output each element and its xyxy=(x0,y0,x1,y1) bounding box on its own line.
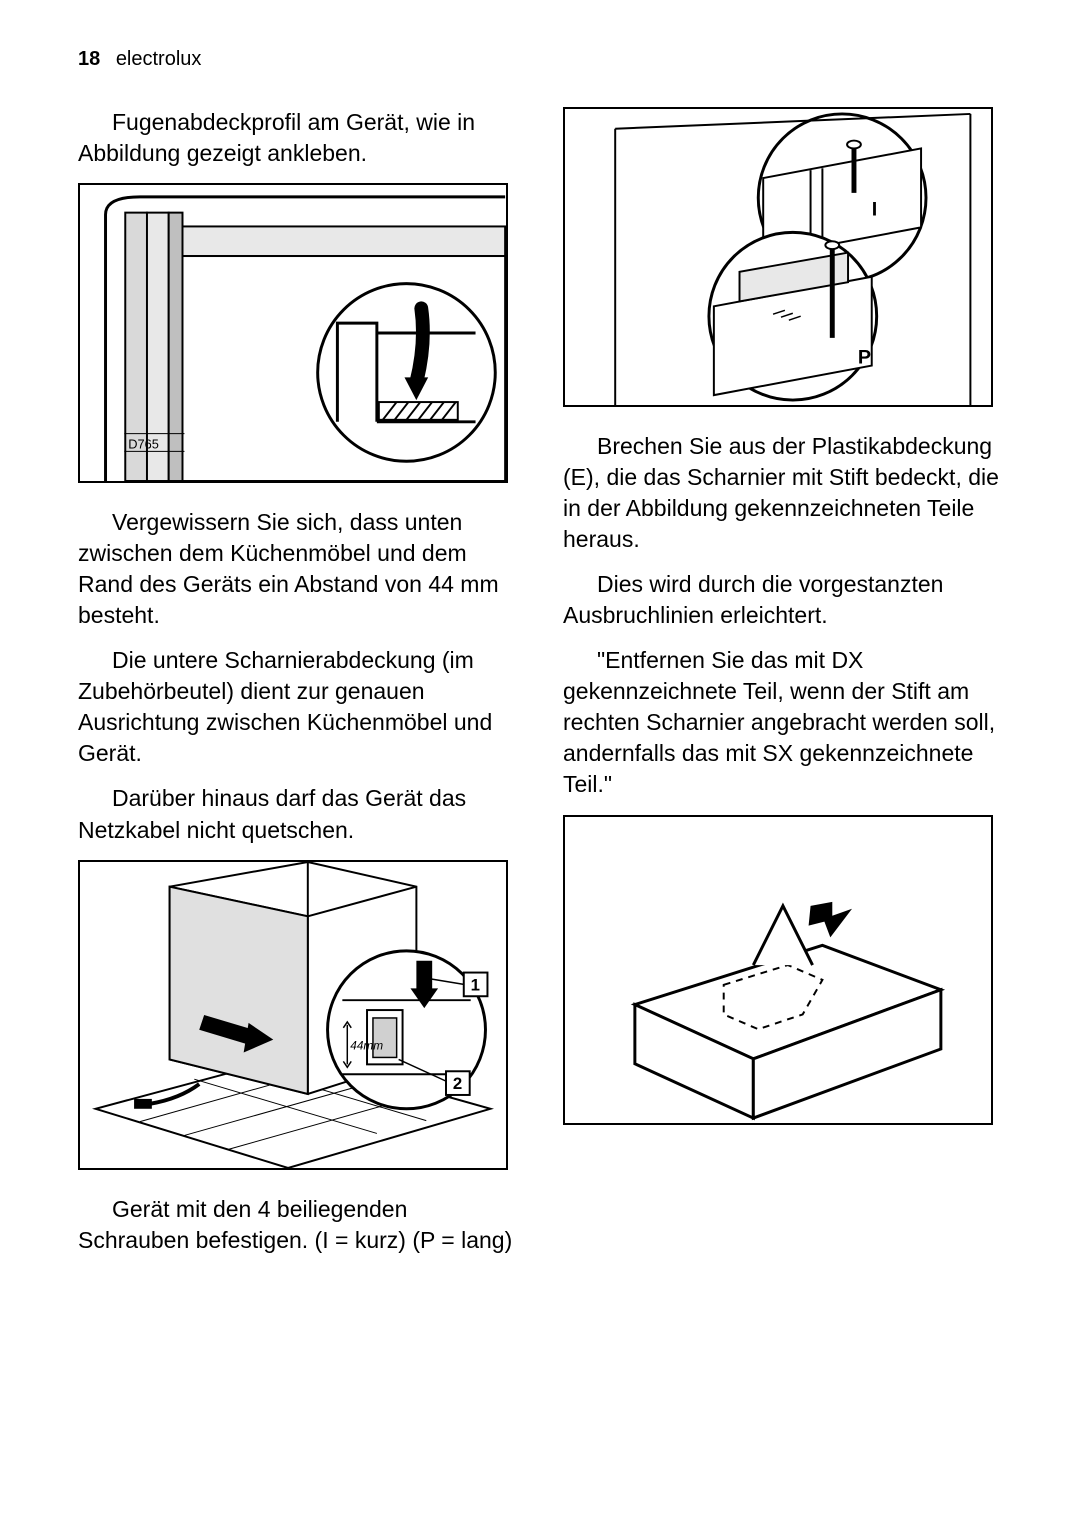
para-right-3: "Entfernen Sie das mit DX gekennzeichnet… xyxy=(563,645,1002,800)
page-number: 18 xyxy=(78,48,100,70)
two-column-layout: Fugenabdeckprofil am Gerät, wie in Abbil… xyxy=(78,107,1002,1270)
figure-label-1: 1 xyxy=(471,975,480,994)
figure-screws-i-p: I P xyxy=(563,107,993,407)
diagram-screws-icon: I P xyxy=(565,109,991,405)
figure-break-out-plastic-cover xyxy=(563,815,993,1125)
page: 18 electrolux Fugenabdeckprofil am Gerät… xyxy=(0,0,1080,1310)
running-header: 18 electrolux xyxy=(78,48,1002,71)
figure-sealing-profile: D765 xyxy=(78,183,508,483)
para-left-2: Vergewissern Sie sich, dass unten zwisch… xyxy=(78,507,517,631)
figure-label-d765: D765 xyxy=(128,437,159,452)
diagram-sealing-profile-icon: D765 xyxy=(80,185,506,481)
figure-label-P: P xyxy=(858,347,871,369)
para-left-4: Darüber hinaus darf das Gerät das Netzka… xyxy=(78,783,517,845)
para-right-1: Brechen Sie aus der Plastikabdeckung (E)… xyxy=(563,431,1002,555)
para-right-2: Dies wird durch die vorgestanzten Ausbru… xyxy=(563,569,1002,631)
figure-gap-and-hinge-cover: 44mm 1 2 xyxy=(78,860,508,1170)
left-column: Fugenabdeckprofil am Gerät, wie in Abbil… xyxy=(78,107,517,1270)
para-left-1: Fugenabdeckprofil am Gerät, wie in Abbil… xyxy=(78,107,517,169)
right-column: I P xyxy=(563,107,1002,1270)
para-left-3: Die untere Scharnierabdeckung (im Zubehö… xyxy=(78,645,517,769)
brand-label: electrolux xyxy=(116,48,202,70)
para-left-5: Gerät mit den 4 beiliegenden Schrauben b… xyxy=(78,1194,517,1256)
figure-label-44mm: 44mm xyxy=(350,1038,383,1052)
figure-label-2: 2 xyxy=(453,1074,462,1093)
diagram-gap-hinge-icon: 44mm 1 2 xyxy=(80,862,506,1168)
figure-label-I: I xyxy=(872,199,877,221)
diagram-plastic-cover-icon xyxy=(565,817,991,1123)
